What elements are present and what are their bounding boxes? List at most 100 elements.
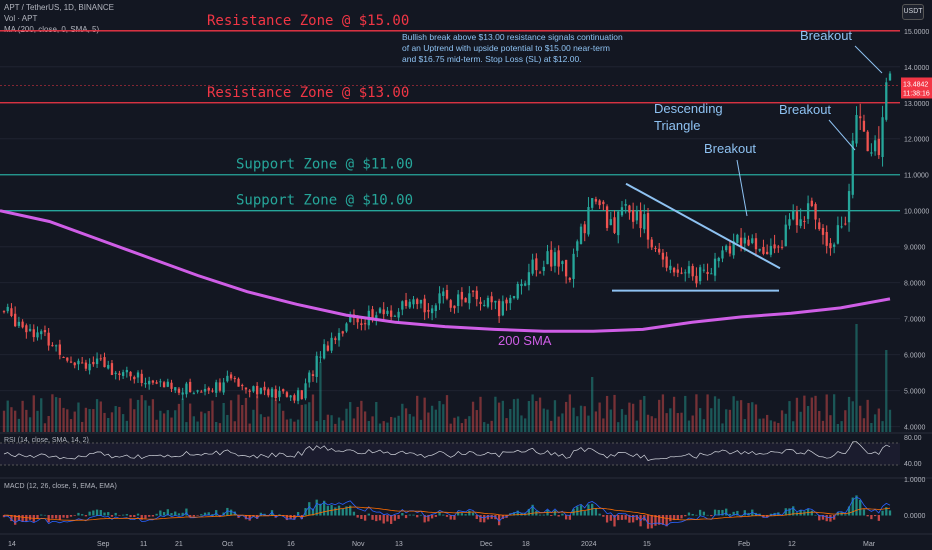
candle-body (844, 223, 847, 225)
zone-labels: Resistance Zone @ $15.00 Resistance Zone … (207, 13, 413, 209)
candle-body (873, 140, 877, 152)
macd-histogram-bar (885, 507, 888, 516)
volume-bar (148, 405, 151, 432)
candle-body (226, 375, 229, 382)
macd-histogram-bar (174, 511, 177, 516)
volume-bar (334, 423, 337, 432)
volume-bar (494, 396, 497, 432)
candle-body (311, 374, 315, 377)
macd-histogram-bar (698, 509, 702, 516)
candle-body (665, 256, 668, 268)
volume-bar (270, 399, 274, 432)
time-tick: Mar (863, 541, 876, 548)
time-tick: 21 (175, 541, 183, 548)
macd-histogram-bar (680, 515, 683, 519)
candle-body (263, 386, 266, 391)
candle-body (390, 310, 393, 317)
volume-bar (658, 399, 661, 432)
volume-bar (207, 411, 210, 432)
volume-bar (352, 418, 356, 432)
zone-label-10: Support Zone @ $10.00 (236, 193, 413, 209)
macd-histogram-bar (877, 515, 880, 521)
candle-body (859, 116, 862, 119)
volume-bar (684, 395, 687, 432)
candle-body (434, 305, 437, 311)
macd-histogram-bar (58, 515, 61, 520)
candle-body (304, 383, 307, 399)
candle-body (780, 246, 784, 248)
time-tick: 18 (522, 541, 530, 548)
candle-body (825, 231, 828, 246)
candle-body (378, 308, 382, 313)
price-tag-bg (901, 77, 932, 99)
candle-body (92, 361, 95, 365)
candle-body (233, 378, 236, 380)
volume-bar (564, 401, 568, 432)
macd-histogram-bar (564, 515, 568, 520)
candle-body (248, 390, 251, 392)
macd-histogram-bar (285, 515, 289, 521)
volume-bar (32, 395, 35, 432)
candle-body (609, 219, 612, 226)
macd-histogram-bar (628, 515, 631, 523)
candle-body (605, 206, 609, 228)
macd-histogram-bar (192, 515, 196, 517)
candle-body (36, 332, 39, 338)
candle-body (713, 258, 717, 276)
macd-histogram-bar (430, 515, 434, 519)
volume-bar (542, 408, 545, 432)
candle-body (810, 200, 813, 207)
time-tick: 13 (395, 541, 403, 548)
volume-bar (665, 413, 668, 432)
currency-badge[interactable]: USDT (902, 4, 924, 20)
candle-body (654, 247, 657, 249)
volume-bar (859, 405, 862, 432)
macd-histogram-bar (28, 515, 32, 520)
volume-bar (248, 423, 251, 432)
macd-histogram-bar (810, 510, 813, 516)
time-tick: 14 (8, 541, 16, 548)
candle-body (490, 296, 493, 303)
candle-body (200, 391, 203, 393)
volume-bar (386, 422, 389, 432)
volume-bar (140, 395, 143, 432)
macd-histogram-bar (419, 514, 423, 516)
macd-histogram-bar (814, 514, 817, 516)
candle-body (855, 114, 858, 144)
candle-body (423, 298, 426, 313)
volume-bar (121, 414, 125, 432)
volume-bar (356, 406, 359, 432)
volume-bar (438, 400, 441, 432)
volume-bar (646, 414, 650, 432)
volume-bar (829, 415, 832, 432)
volume-bar (479, 396, 482, 432)
macd-histogram-bar (568, 515, 571, 520)
time-axis[interactable]: 14 Sep 11 21 Oct 16 Nov 13 Dec 18 2024 15 Feb 12 Mar (0, 533, 932, 548)
volume-bar (483, 422, 486, 432)
macd-histogram-bar (155, 513, 158, 516)
macd-histogram-bar (784, 508, 787, 516)
commentary-line: and $16.75 mid-term. Stop Loss (SL) at $… (402, 54, 582, 64)
volume-bar (576, 416, 579, 432)
candle-body (170, 382, 173, 389)
volume-bar (36, 410, 39, 432)
macd-histogram-bar (200, 514, 203, 516)
volume-bar (464, 418, 467, 432)
macd-histogram-bar (423, 515, 426, 523)
volume-bar (572, 407, 575, 432)
macd-legend: MACD (12, 26, close, 9, EMA, EMA) (4, 483, 117, 490)
candle-body (494, 300, 497, 303)
volume-bar (54, 397, 58, 432)
macd-histogram-bar (393, 515, 397, 521)
candle-body (754, 238, 758, 250)
macd-histogram-bar (762, 515, 765, 518)
macd-histogram-bar (497, 515, 501, 526)
candle-body (836, 225, 840, 244)
candle-body (464, 298, 467, 303)
volume-bar (654, 418, 657, 432)
volume-bar (360, 400, 363, 432)
macd-histogram-bar (658, 515, 661, 525)
candle-body (360, 323, 363, 325)
candle-body (792, 210, 795, 220)
